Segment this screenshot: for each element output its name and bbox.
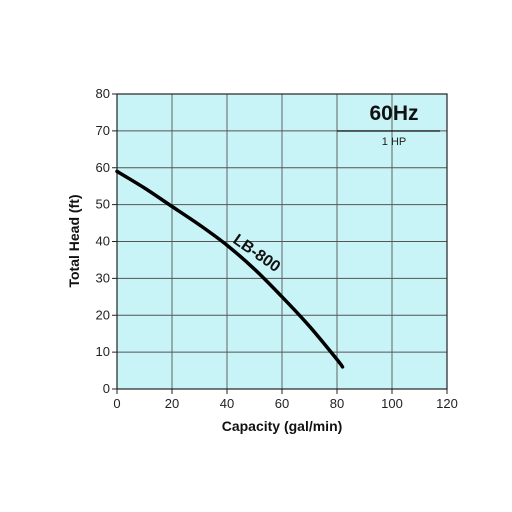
y-tick-label: 20 xyxy=(96,307,110,322)
y-tick-label: 60 xyxy=(96,160,110,175)
y-tick-label: 0 xyxy=(103,381,110,396)
x-tick-label: 20 xyxy=(165,396,179,411)
x-tick-label: 120 xyxy=(436,396,458,411)
plot-frame xyxy=(116,93,448,390)
y-tick-label: 50 xyxy=(96,197,110,212)
series-line-lb-800 xyxy=(115,169,345,369)
y-tick-label: 80 xyxy=(96,86,110,101)
x-axis-label: Capacity (gal/min) xyxy=(222,418,343,434)
y-axis-label: Total Head (ft) xyxy=(66,194,82,287)
x-tick-label: 0 xyxy=(113,396,120,411)
y-tick-label: 30 xyxy=(96,270,110,285)
y-tick-label: 40 xyxy=(96,234,110,249)
x-tick-label: 60 xyxy=(275,396,289,411)
y-tick-label: 10 xyxy=(96,344,110,359)
x-tick-label: 80 xyxy=(330,396,344,411)
frequency-annotation: 60Hz xyxy=(369,102,418,125)
y-tick-label: 70 xyxy=(96,123,110,138)
power-annotation: 1 HP xyxy=(382,136,406,148)
x-tick-label: 40 xyxy=(220,396,234,411)
x-tick-label: 100 xyxy=(381,396,403,411)
tick-labels: 0 20 40 60 80 100 120 0 10 20 30 40 50 60 70 80 xyxy=(96,86,458,411)
